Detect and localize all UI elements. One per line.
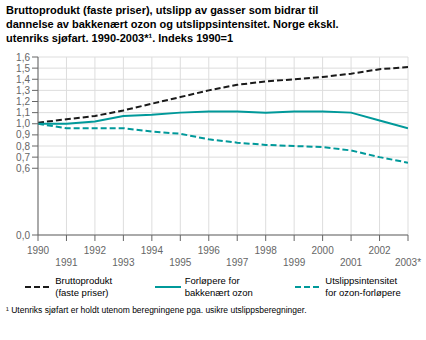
svg-text:1996: 1996 (198, 245, 221, 256)
svg-text:1,0: 1,0 (16, 119, 30, 130)
svg-text:1993: 1993 (112, 257, 135, 268)
svg-text:1991: 1991 (55, 257, 78, 268)
svg-text:0,7: 0,7 (16, 152, 30, 163)
svg-text:1990: 1990 (27, 245, 50, 256)
svg-text:0,0: 0,0 (16, 230, 30, 241)
svg-text:1994: 1994 (141, 245, 164, 256)
svg-text:0,9: 0,9 (16, 130, 30, 141)
svg-text:1998: 1998 (255, 245, 278, 256)
svg-text:1,4: 1,4 (16, 74, 30, 85)
svg-text:1995: 1995 (169, 257, 192, 268)
html-text:Forløpere for bakkenært ozon: Forløpere for bakkenært ozon (184, 275, 253, 298)
svg-text:0,8: 0,8 (16, 141, 30, 152)
svg-text:0,6: 0,6 (16, 163, 30, 174)
html-text:Bruttoprodukt (faste priser): Bruttoprodukt (faste priser) (55, 275, 113, 298)
svg-text:1,3: 1,3 (16, 85, 30, 96)
html-text:Bruttoprodukt (faste priser),: Bruttoprodukt (faste priser), utslipp av… (6, 4, 339, 44)
svg-text:2003*: 2003* (395, 257, 421, 268)
svg-text:2001: 2001 (340, 257, 363, 268)
svg-text:1999: 1999 (283, 257, 306, 268)
svg-text:1,5: 1,5 (16, 63, 30, 74)
svg-text:1,1: 1,1 (16, 107, 30, 118)
svg-text:2000: 2000 (311, 245, 334, 256)
svg-text:1,2: 1,2 (16, 96, 30, 107)
html-text:Utslippsintensitet for ozon-fo: Utslippsintensitet for ozon-forløpere (325, 275, 401, 298)
html-text:¹ Utenriks sjøfart er holdt ut: ¹ Utenriks sjøfart er holdt utenom bereg… (6, 305, 307, 315)
svg-text:1,6: 1,6 (16, 52, 30, 63)
svg-text:1997: 1997 (226, 257, 249, 268)
svg-text:1992: 1992 (84, 245, 107, 256)
svg-text:2002: 2002 (368, 245, 391, 256)
